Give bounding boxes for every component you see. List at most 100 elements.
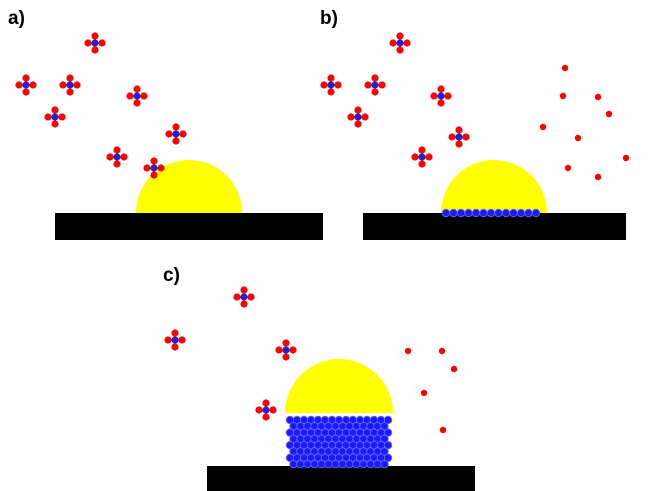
ligand-atom [44, 113, 52, 121]
deposit-atom [516, 208, 526, 218]
ligand-atom [371, 88, 379, 96]
ligand-atom [378, 81, 386, 89]
ligand-atom [59, 81, 67, 89]
ligand-atom [418, 146, 426, 154]
ligand-atom [66, 88, 74, 96]
gold-particle [136, 160, 242, 213]
deposit-atom [494, 208, 503, 218]
metal-center [171, 336, 179, 344]
ligand-atom [172, 137, 180, 145]
ion [622, 154, 630, 162]
panel-label: c) [163, 265, 180, 286]
deposit-atom [383, 441, 393, 450]
substrate [207, 466, 475, 491]
ligand-atom [171, 343, 179, 351]
deposit-atom [486, 208, 496, 218]
ligand-atom [389, 39, 397, 47]
ligand-atom [396, 32, 404, 40]
ligand-atom [233, 293, 241, 301]
ligand-atom [22, 74, 30, 82]
ligand-atom [282, 353, 290, 361]
metal-center [22, 81, 30, 89]
metal-center [172, 130, 180, 138]
ligand-atom [172, 123, 180, 131]
ligand-atom [403, 39, 411, 47]
deposit-atom [383, 415, 393, 425]
ligand-atom [364, 81, 372, 89]
metal-center [113, 153, 121, 161]
metal-center [437, 92, 445, 100]
ligand-atom [334, 81, 342, 89]
ligand-atom [240, 286, 248, 294]
ligand-atom [178, 336, 186, 344]
ion [438, 347, 446, 355]
ligand-atom [150, 171, 158, 179]
ligand-atom [448, 133, 456, 141]
metal-center [371, 81, 379, 89]
ligand-atom [133, 99, 141, 107]
metal-center [240, 293, 248, 301]
ligand-atom [133, 85, 141, 93]
deposit-atom [310, 459, 319, 469]
deposit-atom [383, 453, 393, 462]
ligand-atom [247, 293, 255, 301]
ligand-atom [240, 300, 248, 308]
deposit-atom [509, 208, 518, 218]
deposit-atom [501, 208, 511, 218]
ligand-atom [113, 160, 121, 168]
ligand-atom [354, 120, 362, 128]
ion [404, 347, 412, 355]
deposit-atom [352, 459, 361, 469]
metal-center [282, 346, 290, 354]
ligand-atom [275, 346, 283, 354]
deposit-atom [531, 208, 541, 218]
ligand-atom [120, 153, 128, 161]
gold-particle [285, 359, 393, 413]
ion [594, 93, 602, 101]
deposit-atom [471, 208, 481, 218]
metal-center [396, 39, 404, 47]
ligand-atom [91, 46, 99, 54]
ligand-atom [320, 81, 328, 89]
ligand-atom [29, 81, 37, 89]
ligand-atom [327, 88, 335, 96]
ion [594, 173, 602, 181]
ion [574, 134, 582, 142]
ligand-atom [66, 74, 74, 82]
gold-particle [441, 160, 547, 213]
deposit-atom [296, 459, 305, 469]
ligand-atom [165, 130, 173, 138]
ligand-atom [91, 32, 99, 40]
ligand-atom [371, 74, 379, 82]
ligand-atom [455, 140, 463, 148]
ion [559, 92, 567, 100]
ion [539, 123, 547, 131]
metal-center [327, 81, 335, 89]
substrate [55, 213, 323, 240]
ligand-atom [327, 74, 335, 82]
panel-label: b) [320, 8, 338, 29]
ligand-atom [430, 92, 438, 100]
ion [439, 426, 447, 434]
deposit-atom [464, 208, 473, 218]
ligand-atom [361, 113, 369, 121]
ion [450, 365, 458, 373]
ligand-atom [455, 126, 463, 134]
deposit-atom [380, 447, 389, 456]
metal-center [354, 113, 362, 121]
deposit-atom [331, 459, 340, 469]
ligand-atom [143, 164, 151, 172]
ligand-atom [171, 329, 179, 337]
ligand-atom [269, 406, 277, 414]
ligand-atom [179, 130, 187, 138]
ligand-atom [262, 413, 270, 421]
ligand-atom [462, 133, 470, 141]
deposit-atom [289, 459, 298, 469]
deposit-atom [317, 459, 326, 469]
ligand-atom [347, 113, 355, 121]
ligand-atom [15, 81, 23, 89]
ligand-atom [51, 106, 59, 114]
metal-center [133, 92, 141, 100]
deposit-atom [324, 459, 333, 469]
